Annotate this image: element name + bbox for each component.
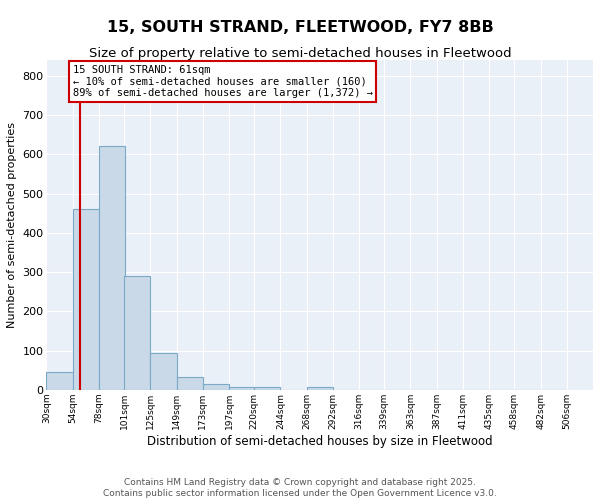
Y-axis label: Number of semi-detached properties: Number of semi-detached properties [7,122,17,328]
Bar [46,372,73,390]
Bar [99,146,125,390]
Bar [124,276,150,390]
Text: 15, SOUTH STRAND, FLEETWOOD, FY7 8BB: 15, SOUTH STRAND, FLEETWOOD, FY7 8BB [107,20,493,35]
Text: Contains HM Land Registry data © Crown copyright and database right 2025.
Contai: Contains HM Land Registry data © Crown c… [103,478,497,498]
Bar [307,387,333,390]
Bar [229,387,255,390]
Text: 15 SOUTH STRAND: 61sqm
← 10% of semi-detached houses are smaller (160)
89% of se: 15 SOUTH STRAND: 61sqm ← 10% of semi-det… [73,64,373,98]
X-axis label: Distribution of semi-detached houses by size in Fleetwood: Distribution of semi-detached houses by … [147,434,493,448]
Bar [254,387,280,390]
Bar [176,377,203,390]
Bar [203,384,229,390]
Bar [150,354,176,390]
Bar [73,210,99,390]
Text: Size of property relative to semi-detached houses in Fleetwood: Size of property relative to semi-detach… [89,48,511,60]
